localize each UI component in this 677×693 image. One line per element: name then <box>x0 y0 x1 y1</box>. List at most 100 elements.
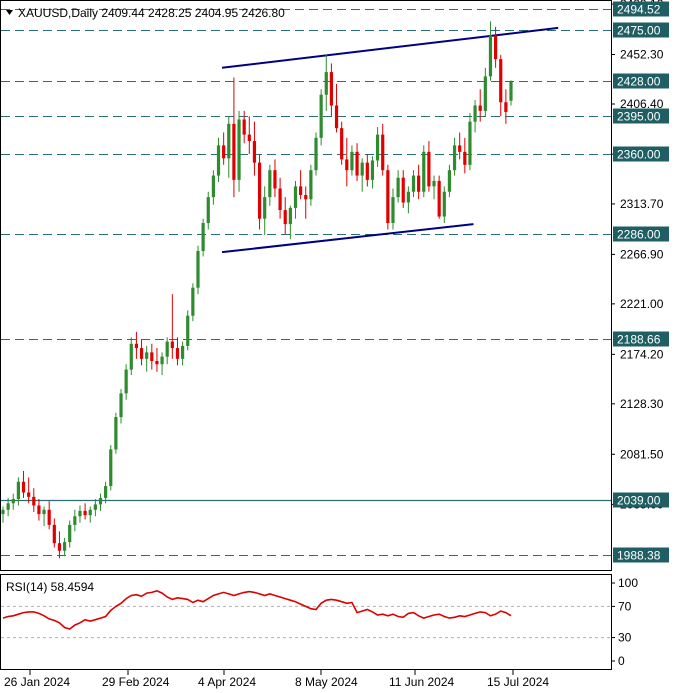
candle <box>47 501 51 530</box>
candle <box>139 339 144 366</box>
chart-header-text: XAUUSD,Daily 2409.44 2428.25 2404.95 242… <box>18 6 285 20</box>
level-label-text: 2395.00 <box>617 110 661 124</box>
candle <box>129 337 133 376</box>
time-tick-label: 8 May 2024 <box>295 675 358 689</box>
rsi-tick-label: 0 <box>618 654 625 668</box>
rsi-tick-label: 100 <box>618 576 638 590</box>
level-label-text: 2494.52 <box>617 3 661 17</box>
candle <box>283 197 287 235</box>
dropdown-arrow-icon[interactable] <box>6 10 13 15</box>
candle <box>11 493 15 510</box>
candle <box>437 175 441 219</box>
level-label: 2360.00 <box>613 146 669 162</box>
candle <box>401 170 405 208</box>
candle <box>52 518 56 548</box>
candle <box>160 352 164 376</box>
candle <box>21 470 26 498</box>
candle <box>93 499 97 517</box>
candle <box>119 389 123 424</box>
candle <box>216 137 221 183</box>
candle <box>98 493 103 511</box>
price-tick-label: 2174.20 <box>620 347 664 361</box>
level-label: 2428.00 <box>613 73 669 89</box>
candle <box>232 77 236 198</box>
level-label-bg <box>613 226 669 242</box>
candle <box>396 170 400 203</box>
candle <box>227 116 231 178</box>
candle <box>237 110 241 192</box>
candle <box>288 205 292 240</box>
candle <box>242 110 246 144</box>
level-label: 2188.66 <box>613 331 669 347</box>
candle <box>211 170 215 205</box>
candle <box>78 505 82 523</box>
candle <box>88 506 92 523</box>
level-label-text: 2188.66 <box>617 333 661 347</box>
candle <box>27 477 31 504</box>
candle <box>170 294 174 359</box>
candle <box>432 175 436 200</box>
candle <box>124 364 128 400</box>
level-label: 2286.00 <box>613 226 669 242</box>
candle <box>304 186 308 219</box>
candle <box>509 80 513 106</box>
candle <box>427 141 431 192</box>
candle <box>32 488 36 512</box>
candle <box>478 89 482 122</box>
candle <box>417 164 421 200</box>
candle <box>319 89 323 146</box>
level-label-bg <box>613 331 669 347</box>
price-tick-label: 2406.40 <box>620 97 664 111</box>
candle <box>83 503 87 520</box>
candle <box>391 188 395 230</box>
price-tick-label: 2266.90 <box>620 247 664 261</box>
candle <box>73 509 77 532</box>
candle <box>355 143 359 181</box>
candle <box>263 186 267 235</box>
level-label: 2475.00 <box>613 22 669 38</box>
candle <box>196 245 200 295</box>
candle <box>411 170 416 198</box>
candle <box>345 137 349 187</box>
price-tick-label: 2452.30 <box>620 48 664 62</box>
time-axis: 26 Jan 2024 29 Feb 2024 4 Apr 2024 8 May 20… <box>4 670 549 689</box>
candle <box>68 520 72 548</box>
level-label-text: 2360.00 <box>617 148 661 162</box>
candle <box>452 137 457 176</box>
candle <box>37 499 41 521</box>
candle <box>191 283 195 322</box>
candle <box>186 310 190 351</box>
candle <box>42 506 46 526</box>
candle <box>247 116 251 155</box>
candle <box>104 481 108 504</box>
level-label-bg <box>613 146 669 162</box>
candle <box>406 186 410 214</box>
horizontal-levels <box>1 9 611 556</box>
candle <box>324 54 328 111</box>
candle <box>458 132 462 160</box>
candle <box>109 445 113 491</box>
candle <box>16 477 20 506</box>
trendlines <box>221 26 559 254</box>
time-tick-label: 26 Jan 2024 <box>4 675 70 689</box>
candle <box>175 337 180 366</box>
candle <box>473 100 477 133</box>
candle <box>340 121 344 165</box>
candle <box>6 497 10 517</box>
level-label-text: 2475.00 <box>617 24 661 38</box>
level-label-bg <box>613 108 669 124</box>
candle <box>165 337 169 365</box>
candle <box>447 164 452 198</box>
candle <box>494 26 498 68</box>
rsi-line <box>2 589 512 630</box>
level-label-bg <box>613 547 669 563</box>
candle <box>386 164 390 230</box>
candle <box>114 412 118 454</box>
time-tick-label: 4 Apr 2024 <box>198 675 256 689</box>
time-tick-label: 11 Jun 2024 <box>389 675 454 689</box>
level-label-text: 2039.00 <box>617 494 661 508</box>
price-tick-label: 2313.70 <box>620 197 664 211</box>
time-tick-label: 29 Feb 2024 <box>102 675 170 689</box>
